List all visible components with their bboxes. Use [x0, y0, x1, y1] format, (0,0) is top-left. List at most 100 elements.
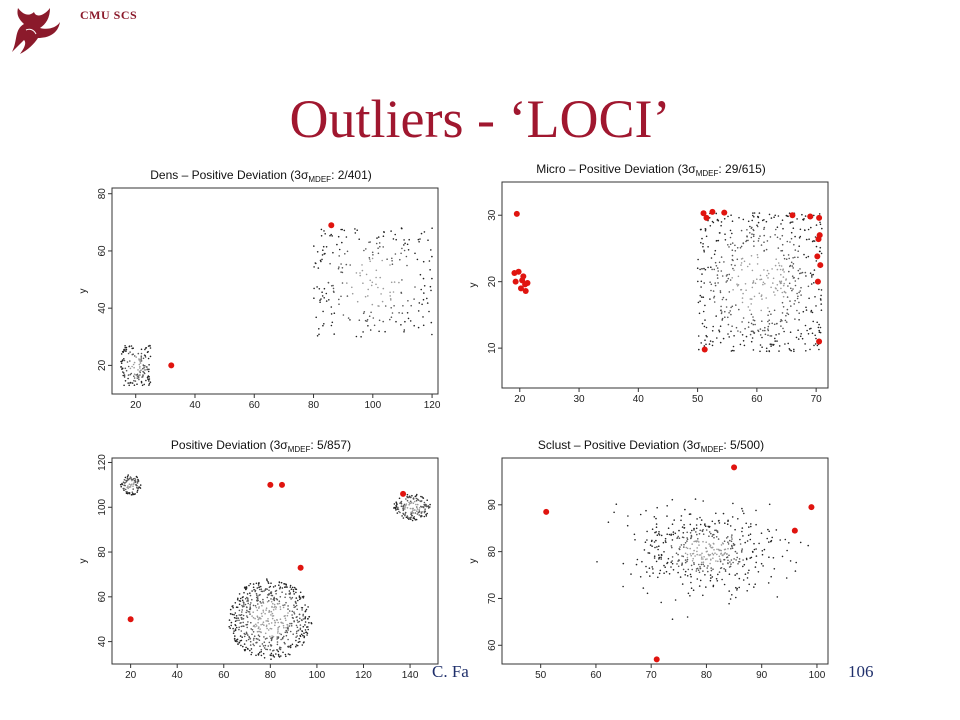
scatter-point	[775, 258, 777, 260]
scatter-point	[130, 345, 133, 347]
scatter-point	[263, 636, 265, 638]
scatter-point	[676, 563, 678, 565]
scatter-point	[249, 613, 251, 615]
scatter-point	[414, 252, 416, 255]
scatter-point	[760, 309, 762, 312]
scatter-point	[750, 340, 753, 343]
scatter-point	[377, 286, 379, 289]
x-tick-label: 70	[646, 670, 658, 681]
scatter-point	[767, 334, 769, 336]
scatter-point	[375, 283, 377, 286]
scatter-point	[806, 329, 808, 332]
scatter-point	[231, 613, 234, 616]
scatter-point	[407, 249, 410, 251]
scatter-point	[293, 593, 295, 595]
scatter-point	[307, 618, 309, 620]
scatter-point	[136, 482, 139, 484]
scatter-point	[710, 266, 712, 268]
scatter-point	[686, 553, 689, 556]
scatter-point	[295, 645, 297, 648]
scatter-point	[819, 326, 822, 329]
scatter-point	[132, 478, 135, 480]
scatter-point	[128, 384, 130, 387]
outlier-point	[721, 209, 728, 216]
scatter-point	[142, 374, 144, 376]
scatter-point	[410, 516, 412, 518]
scatter-point	[349, 319, 351, 321]
scatter-point	[663, 551, 665, 553]
scatter-point	[258, 626, 260, 628]
scatter-point	[710, 257, 713, 259]
scatter-point	[722, 337, 725, 340]
scatter-point	[782, 295, 785, 298]
scatter-point	[367, 295, 369, 297]
outlier-point	[700, 210, 707, 217]
scatter-point	[695, 568, 698, 570]
scatter-point	[250, 628, 252, 630]
scatter-point	[728, 602, 730, 605]
scatter-point	[751, 219, 753, 222]
scatter-point	[770, 540, 772, 543]
scatter-point	[278, 625, 281, 628]
scatter-point	[718, 329, 720, 331]
scatter-point	[244, 648, 247, 651]
scatter-point	[818, 323, 820, 326]
scatter-point	[292, 633, 294, 635]
scatter-point	[789, 560, 792, 562]
chart-dens: Dens – Positive Deviation (3σMDEF: 2/401…	[76, 164, 446, 412]
scatter-point	[280, 622, 283, 624]
scatter-point	[744, 573, 747, 575]
scatter-point	[279, 646, 281, 649]
scatter-point	[416, 503, 419, 506]
scatter-point	[286, 614, 289, 617]
scatter-point	[304, 624, 306, 626]
x-tick-label: 60	[218, 670, 230, 681]
scatter-point	[140, 357, 143, 359]
scatter-point	[736, 572, 738, 575]
scatter-point	[280, 638, 282, 641]
scatter-point	[686, 547, 689, 550]
scatter-point	[723, 567, 725, 570]
scatter-point	[390, 299, 392, 301]
scatter-point	[287, 608, 289, 610]
scatter-point	[258, 617, 260, 620]
scatter-point	[702, 594, 704, 597]
scatter-point	[228, 619, 231, 621]
scatter-point	[369, 329, 372, 331]
x-tick-label: 140	[402, 670, 419, 681]
scatter-point	[260, 648, 263, 651]
scatter-point	[243, 632, 246, 635]
scatter-point	[731, 232, 733, 235]
scatter-point	[298, 596, 301, 598]
scatter-point	[658, 572, 661, 575]
scatter-point	[330, 285, 333, 287]
scatter-point	[133, 481, 135, 484]
scatter-point	[736, 587, 738, 590]
scatter-point	[285, 655, 287, 658]
scatter-point	[664, 537, 667, 540]
scatter-point	[776, 322, 778, 325]
scatter-point	[662, 541, 665, 544]
scatter-point	[656, 546, 658, 548]
scatter-point	[272, 586, 275, 588]
scatter-point	[423, 511, 426, 514]
scatter-point	[715, 560, 717, 562]
scatter-point	[711, 330, 714, 332]
scatter-point	[684, 574, 686, 576]
scatter-point	[785, 314, 787, 317]
scatter-point	[232, 606, 234, 609]
scatter-point	[718, 571, 721, 573]
scatter-point	[422, 316, 424, 318]
scatter-point	[319, 259, 322, 262]
scatter-point	[798, 237, 801, 239]
scatter-point	[296, 626, 299, 629]
scatter-point	[753, 548, 756, 551]
scatter-point	[271, 594, 274, 597]
scatter-point	[705, 550, 708, 553]
scatter-point	[249, 604, 251, 606]
scatter-point	[691, 529, 693, 532]
scatter-point	[279, 606, 282, 608]
scatter-point	[799, 235, 802, 238]
scatter-point	[750, 298, 753, 300]
scatter-point	[641, 560, 643, 563]
